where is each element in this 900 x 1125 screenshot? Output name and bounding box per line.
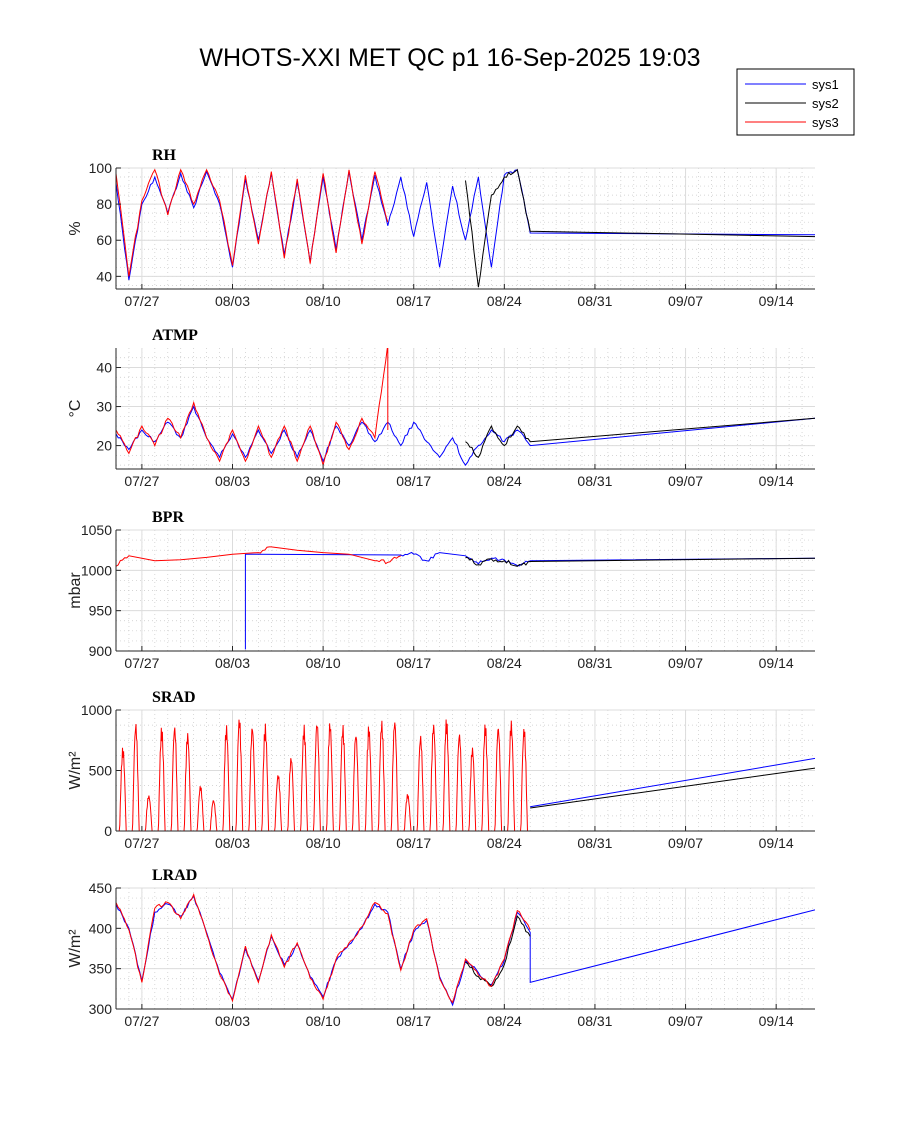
- x-tick-label: 07/27: [124, 835, 159, 851]
- y-tick-label: 40: [96, 360, 112, 376]
- x-tick-label: 09/14: [759, 1013, 794, 1029]
- y-tick-label: 60: [96, 232, 112, 248]
- y-tick-label: 450: [89, 880, 113, 896]
- x-tick-label: 09/14: [759, 293, 794, 309]
- x-tick-label: 09/07: [668, 473, 703, 489]
- series-line-sys1: [244, 551, 815, 650]
- panel-bpr: 07/27 08/03 08/10 08/17 08/24 08/31 09/07 09/14…: [67, 509, 815, 671]
- legend-label-sys3: sys3: [812, 115, 839, 130]
- x-tick-label: 09/07: [668, 835, 703, 851]
- series-group: [116, 719, 815, 831]
- series-line-sys2: [465, 168, 815, 288]
- y-tick-label: 350: [89, 961, 113, 977]
- figure-title: WHOTS-XXI MET QC p1 16-Sep-2025 19:03: [199, 44, 700, 72]
- x-tick-label: 08/31: [577, 473, 612, 489]
- series-line-sys1: [116, 169, 815, 281]
- series-line-sys2: [530, 767, 815, 809]
- x-tick-label: 08/24: [487, 655, 522, 671]
- x-tick-label: 08/24: [487, 835, 522, 851]
- x-tick-label: 08/10: [306, 473, 341, 489]
- series-line-sys1: [530, 757, 815, 808]
- x-tick-label: 08/17: [396, 835, 431, 851]
- x-tick-label: 08/31: [577, 293, 612, 309]
- x-tick-label: 08/24: [487, 293, 522, 309]
- panel-rh: 07/27 08/03 08/10 08/17 08/24 08/31 09/07 09/14…: [67, 147, 815, 309]
- legend-box: [736, 68, 855, 136]
- panel-title: LRAD: [152, 867, 197, 884]
- y-axis-label: °C: [67, 400, 84, 418]
- x-tick-label: 07/27: [124, 1013, 159, 1029]
- y-axis-label: W/m²: [67, 751, 84, 790]
- panel-srad: 07/27 08/03 08/10 08/17 08/24 08/31 09/07 09/14…: [67, 689, 815, 851]
- series-line-sys2: [465, 556, 815, 567]
- x-tick-label: 09/07: [668, 1013, 703, 1029]
- y-tick-label: 500: [89, 763, 113, 779]
- panels: 07/27 08/03 08/10 08/17 08/24 08/31 09/07 09/14…: [67, 147, 815, 1029]
- x-tick-label: 08/03: [215, 1013, 250, 1029]
- x-tick-label: 08/24: [487, 473, 522, 489]
- series-line-sys3: [116, 892, 531, 1004]
- x-tick-label: 08/17: [396, 1013, 431, 1029]
- y-tick-label: 1050: [81, 522, 112, 538]
- y-tick-label: 80: [96, 196, 112, 212]
- series-group: [116, 348, 815, 468]
- legend-label-sys1: sys1: [812, 77, 839, 92]
- y-tick-label: 1000: [81, 562, 112, 578]
- series-line-sys2: [465, 915, 531, 988]
- x-tick-label: 08/17: [396, 473, 431, 489]
- x-tick-label: 09/14: [759, 655, 794, 671]
- x-tick-label: 08/03: [215, 473, 250, 489]
- y-tick-label: 400: [89, 920, 113, 936]
- x-tick-label: 09/14: [759, 473, 794, 489]
- panel-title: ATMP: [152, 327, 198, 344]
- panel-title: BPR: [152, 509, 184, 526]
- x-tick-label: 07/27: [124, 655, 159, 671]
- y-tick-label: 0: [104, 823, 112, 839]
- y-tick-label: 1000: [81, 702, 112, 718]
- x-tick-label: 08/10: [306, 655, 341, 671]
- series-line-sys3: [116, 719, 531, 831]
- series-group: [116, 546, 815, 650]
- panel-title: RH: [152, 147, 177, 164]
- x-tick-label: 09/14: [759, 835, 794, 851]
- y-tick-label: 20: [96, 438, 112, 454]
- x-tick-label: 08/03: [215, 835, 250, 851]
- legend-label-sys2: sys2: [812, 96, 839, 111]
- x-tick-label: 09/07: [668, 655, 703, 671]
- y-axis-label: W/m²: [67, 929, 84, 968]
- panel-title: SRAD: [152, 689, 196, 706]
- x-tick-label: 09/07: [668, 293, 703, 309]
- y-tick-label: 40: [96, 268, 112, 284]
- x-tick-label: 08/03: [215, 293, 250, 309]
- x-tick-label: 08/10: [306, 835, 341, 851]
- y-tick-label: 950: [89, 603, 113, 619]
- y-tick-label: 30: [96, 399, 112, 415]
- series-line-sys3: [116, 348, 389, 468]
- panel-atmp: 07/27 08/03 08/10 08/17 08/24 08/31 09/07 09/14…: [67, 327, 815, 489]
- y-axis-label: %: [67, 221, 84, 235]
- series-group: [116, 168, 815, 288]
- x-tick-label: 08/03: [215, 655, 250, 671]
- panel-lrad: 07/27 08/03 08/10 08/17 08/24 08/31 09/07 09/14…: [67, 867, 815, 1029]
- y-tick-label: 900: [89, 643, 113, 659]
- x-tick-label: 08/31: [577, 655, 612, 671]
- x-tick-label: 08/31: [577, 1013, 612, 1029]
- x-tick-label: 08/17: [396, 293, 431, 309]
- x-tick-label: 08/10: [306, 1013, 341, 1029]
- y-tick-label: 100: [89, 160, 113, 176]
- x-tick-label: 08/31: [577, 835, 612, 851]
- x-tick-label: 08/17: [396, 655, 431, 671]
- series-line-sys3: [116, 546, 401, 567]
- series-line-sys2: [465, 417, 815, 458]
- x-tick-label: 08/10: [306, 293, 341, 309]
- x-tick-label: 07/27: [124, 293, 159, 309]
- y-axis-label: mbar: [67, 572, 84, 609]
- legend: sys1 sys2 sys3: [736, 68, 855, 136]
- series-line-sys3: [116, 168, 389, 277]
- y-tick-label: 300: [89, 1001, 113, 1017]
- x-tick-label: 08/24: [487, 1013, 522, 1029]
- x-tick-label: 07/27: [124, 473, 159, 489]
- series-group: [116, 892, 815, 1007]
